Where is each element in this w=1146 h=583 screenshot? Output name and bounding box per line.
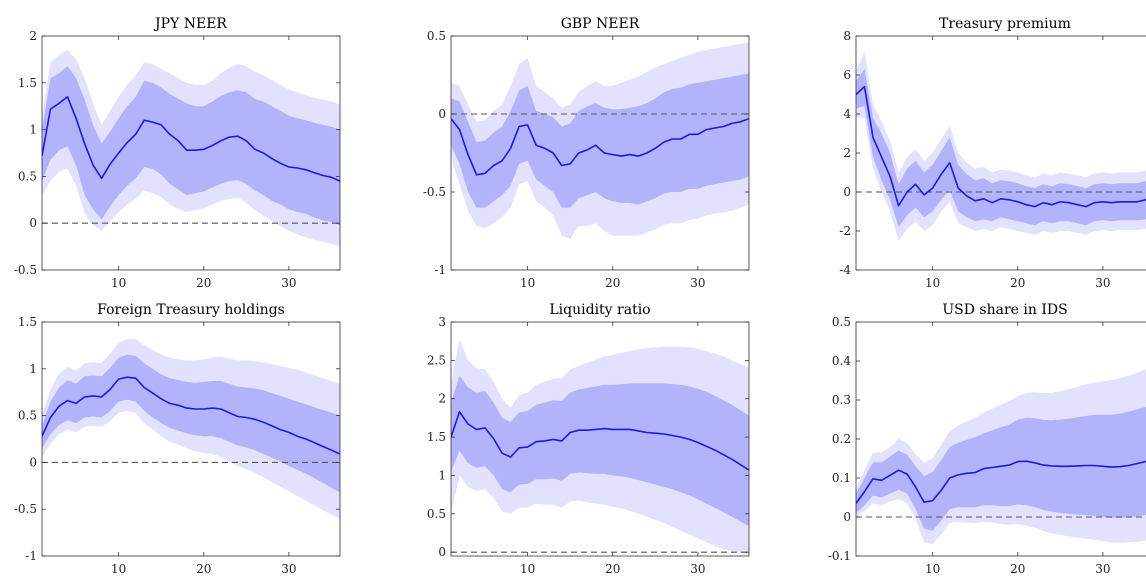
x-tick-label: 10 bbox=[111, 276, 126, 290]
y-tick-label: 0.5 bbox=[427, 507, 446, 521]
inner-confidence-band bbox=[856, 69, 1146, 228]
x-tick-label: 30 bbox=[281, 276, 296, 290]
y-tick-label: 2 bbox=[438, 392, 446, 406]
y-tick-label: 1 bbox=[438, 468, 446, 482]
panel-title: USD share in IDS bbox=[942, 302, 1067, 318]
y-tick-label: 0.2 bbox=[832, 432, 851, 446]
y-tick-label: 0 bbox=[843, 185, 851, 199]
y-tick-label: 1 bbox=[29, 123, 37, 137]
y-tick-label: 0.3 bbox=[832, 393, 851, 407]
x-tick-label: 20 bbox=[1010, 562, 1025, 576]
axes-frame bbox=[41, 321, 341, 557]
plot-area bbox=[856, 51, 1146, 241]
y-tick-label: 1.5 bbox=[18, 315, 37, 329]
x-tick-label: 30 bbox=[690, 562, 705, 576]
x-tick-label: 20 bbox=[196, 562, 211, 576]
y-tick-label: -1 bbox=[434, 263, 446, 277]
y-tick-label: 0 bbox=[438, 545, 446, 559]
panel-title: GBP NEER bbox=[561, 16, 640, 32]
y-tick-label: 2.5 bbox=[427, 353, 446, 367]
panel-title: JPY NEER bbox=[153, 16, 227, 32]
x-tick-label: 20 bbox=[196, 276, 211, 290]
axes-frame bbox=[450, 321, 750, 557]
inner-confidence-band bbox=[451, 375, 749, 527]
median-response-line bbox=[856, 460, 1146, 504]
y-tick-label: 2 bbox=[843, 146, 851, 160]
median-response-line bbox=[451, 117, 749, 176]
y-tick-label: 0 bbox=[843, 510, 851, 524]
y-tick-label: 0.5 bbox=[18, 409, 37, 423]
panel-2: GBP NEER -1 -0.5 0 0.5 10 20 30 bbox=[423, 16, 750, 290]
x-tick-label: 10 bbox=[520, 562, 535, 576]
panel-title: Treasury premium bbox=[939, 16, 1071, 32]
x-tick-label: 10 bbox=[925, 562, 940, 576]
x-tick-label: 30 bbox=[1095, 562, 1110, 576]
plot-area bbox=[856, 369, 1146, 545]
inner-confidence-band bbox=[42, 354, 340, 493]
panel-title: Liquidity ratio bbox=[549, 302, 650, 318]
y-tick-label: 0.1 bbox=[832, 471, 851, 485]
x-tick-label: 30 bbox=[690, 276, 705, 290]
y-tick-label: -1 bbox=[25, 549, 37, 563]
y-tick-label: 6 bbox=[843, 68, 851, 82]
median-response-line bbox=[451, 411, 749, 471]
inner-confidence-band bbox=[451, 73, 749, 208]
panel-5: Liquidity ratio 0 0.5 1 1.5 2 2.5 3 10 20 30 bbox=[427, 302, 750, 576]
inner-confidence-band bbox=[42, 66, 340, 226]
panel-6: USD share in IDS -0.1 0 0.1 0.2 0.3 0.4 0.5 10 20… bbox=[828, 302, 1146, 576]
y-tick-label: -2 bbox=[839, 224, 851, 238]
x-tick-label: 10 bbox=[925, 276, 940, 290]
y-tick-label: -4 bbox=[839, 263, 851, 277]
x-tick-label: 20 bbox=[1010, 276, 1025, 290]
median-response-line bbox=[856, 85, 1146, 208]
y-tick-label: 0 bbox=[438, 107, 446, 121]
median-response-line bbox=[42, 96, 340, 182]
x-tick-label: 10 bbox=[520, 276, 535, 290]
y-tick-label: -0.5 bbox=[423, 185, 446, 199]
axes-frame bbox=[41, 35, 341, 271]
inner-confidence-band bbox=[856, 406, 1146, 531]
x-tick-label: 30 bbox=[281, 562, 296, 576]
y-tick-label: 1 bbox=[29, 362, 37, 376]
y-tick-label: -0.1 bbox=[828, 549, 851, 563]
panel-title: Foreign Treasury holdings bbox=[97, 302, 285, 318]
x-tick-label: 30 bbox=[1095, 276, 1110, 290]
panel-3: Treasury premium -4 -2 0 2 4 6 8 10 20 30 bbox=[839, 16, 1146, 290]
y-tick-label: 0 bbox=[29, 216, 37, 230]
panel-4: Foreign Treasury holdings -1 -0.5 0 0.5 1 1.5 1… bbox=[14, 302, 341, 576]
axes-frame bbox=[450, 35, 750, 271]
y-tick-label: 4 bbox=[843, 107, 851, 121]
y-tick-label: 0 bbox=[29, 455, 37, 469]
y-tick-label: -0.5 bbox=[14, 263, 37, 277]
y-tick-label: 0.5 bbox=[18, 169, 37, 183]
x-tick-label: 10 bbox=[111, 562, 126, 576]
y-tick-label: 1.5 bbox=[18, 76, 37, 90]
median-response-line bbox=[42, 376, 340, 455]
y-tick-label: 0.5 bbox=[832, 315, 851, 329]
plot-area bbox=[451, 42, 749, 239]
plot-area bbox=[42, 50, 340, 247]
y-tick-label: 0.4 bbox=[832, 354, 851, 368]
x-tick-label: 20 bbox=[605, 562, 620, 576]
y-tick-label: 1.5 bbox=[427, 430, 446, 444]
plot-area bbox=[42, 338, 340, 519]
y-tick-label: 0.5 bbox=[427, 29, 446, 43]
y-tick-label: 8 bbox=[843, 29, 851, 43]
panel-1: JPY NEER -0.5 0 0.5 1 1.5 2 10 20 30 bbox=[14, 16, 341, 290]
y-tick-label: 2 bbox=[29, 29, 37, 43]
x-tick-label: 20 bbox=[605, 276, 620, 290]
y-tick-label: 3 bbox=[438, 315, 446, 329]
plot-area bbox=[451, 338, 749, 554]
y-tick-label: -0.5 bbox=[14, 502, 37, 516]
